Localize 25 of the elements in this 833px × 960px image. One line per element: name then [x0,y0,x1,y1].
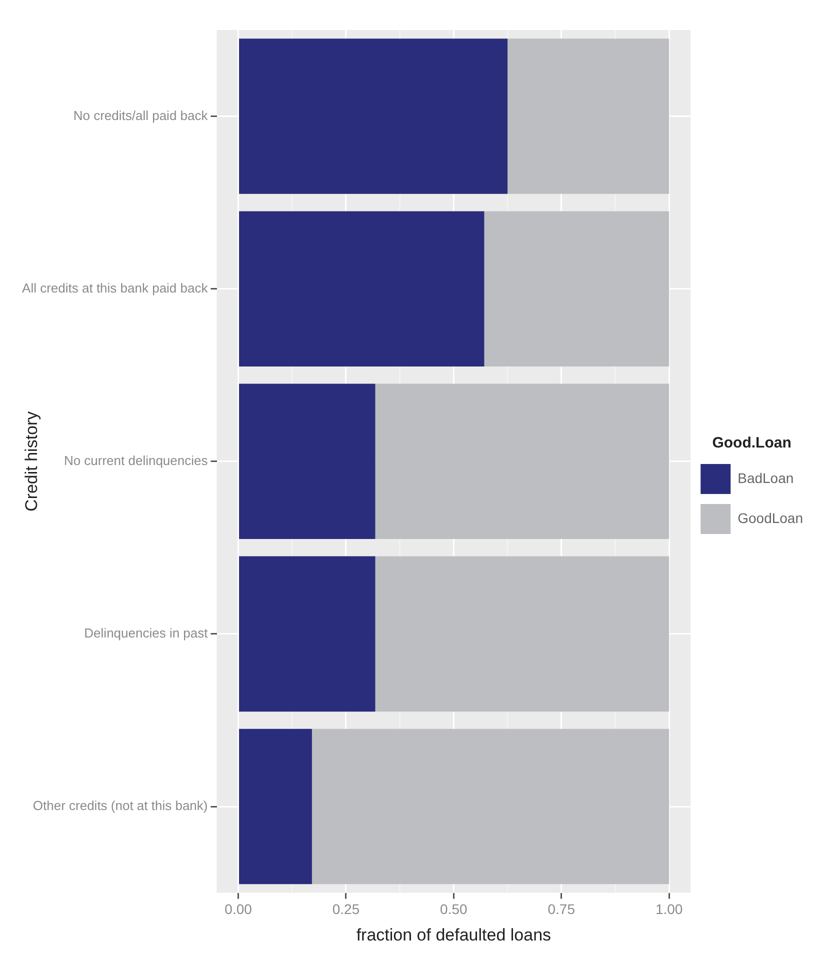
x-tick-label: 0.00 [224,901,252,918]
bar [508,38,670,194]
legend-title: Good.Loan [712,434,792,452]
legend-label: GoodLoan [738,510,804,526]
bar [375,384,670,540]
x-tick-label: 0.25 [332,901,360,918]
legend-label: BadLoan [738,470,794,486]
y-tick-label: Delinquencies in past [84,626,208,641]
x-tick-label: 1.00 [655,901,683,918]
bar [239,728,312,884]
bar [375,556,670,712]
bar [312,728,670,884]
y-tick-label: All credits at this bank paid back [22,280,208,296]
y-tick-label: Other credits (not at this bank) [32,798,208,814]
y-tick-label: No current delinquencies [64,452,208,468]
x-tick-label: 0.50 [440,901,468,918]
bar [239,38,508,194]
bar [239,211,484,366]
bar [484,211,670,366]
bar [239,384,376,540]
x-axis-title: fraction of defaulted loans [356,925,552,944]
y-tick-label: No credits/all paid back [73,108,208,123]
y-axis-title: Credit history [22,410,41,512]
bar [239,556,376,712]
x-tick-label: 0.75 [548,901,576,918]
